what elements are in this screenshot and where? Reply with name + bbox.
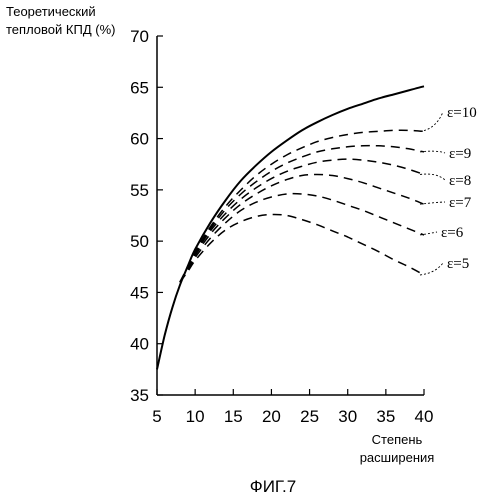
series-line-dashed xyxy=(179,144,425,283)
x-tick-label: 30 xyxy=(338,407,357,426)
figure-caption: ФИГ.7 xyxy=(250,477,296,496)
axes xyxy=(156,36,424,396)
series-label: ε=7 xyxy=(449,195,472,211)
series-label: ε=5 xyxy=(447,256,469,272)
x-tick-label: 15 xyxy=(224,407,243,426)
x-tick-label: 40 xyxy=(415,407,434,426)
x-tick-label: 5 xyxy=(152,407,161,426)
series-line-dashed xyxy=(179,158,425,283)
x-axis-title-line-2: расширения xyxy=(360,450,435,465)
series-label: ε=6 xyxy=(441,225,464,241)
series-line-envelope xyxy=(156,85,425,370)
x-tick-label: 10 xyxy=(186,407,205,426)
series-group xyxy=(156,85,425,370)
series-label: ε=10 xyxy=(447,105,477,121)
series-leader-line xyxy=(419,201,446,205)
y-tick-label: 40 xyxy=(130,335,149,354)
tick-labels: 35 40 45 50 55 60 65 70 5 10 15 20 25 30 35 40 xyxy=(130,27,433,426)
y-tick-label: 70 xyxy=(130,27,149,46)
y-tick-label: 55 xyxy=(130,181,149,200)
y-tick-label: 60 xyxy=(130,130,149,149)
series-line-dashed xyxy=(179,213,425,283)
y-tick-label: 65 xyxy=(130,78,149,97)
series-labels: ε=10 ε=9 ε=8 ε=7 ε=6 ε=5 xyxy=(419,105,477,276)
y-axis-title-line-1: Теоретический xyxy=(6,4,96,19)
series-leader-line xyxy=(419,231,438,236)
series-line-dashed xyxy=(179,129,425,283)
y-tick-label: 35 xyxy=(130,386,149,405)
series-label: ε=9 xyxy=(449,146,471,162)
series-label: ε=8 xyxy=(449,173,471,189)
y-tick-label: 45 xyxy=(130,283,149,302)
series-line-dashed xyxy=(179,173,425,283)
series-leader-line xyxy=(419,173,446,181)
x-axis-title-line-1: Степень xyxy=(372,432,423,447)
ticks xyxy=(156,35,425,396)
series-leader-line xyxy=(419,111,444,132)
y-tick-label: 50 xyxy=(130,232,149,251)
series-leader-line xyxy=(419,262,444,276)
series-line-dashed xyxy=(179,192,425,283)
y-axis-title-line-2: тепловой КПД (%) xyxy=(6,22,115,37)
x-tick-label: 20 xyxy=(262,407,281,426)
x-tick-label: 25 xyxy=(300,407,319,426)
x-tick-label: 35 xyxy=(376,407,395,426)
